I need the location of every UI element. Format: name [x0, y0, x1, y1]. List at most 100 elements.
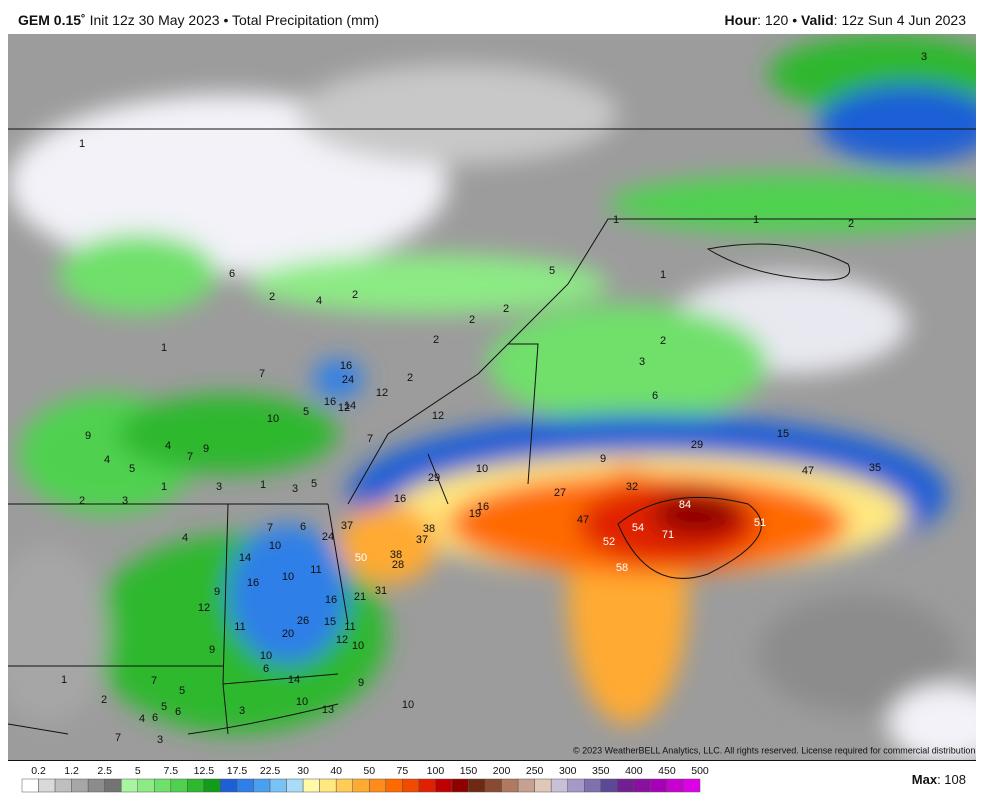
- value-label: 4: [316, 295, 322, 307]
- level-label: 40: [330, 765, 342, 777]
- color-swatch: [137, 778, 155, 793]
- value-label: 5: [549, 265, 555, 277]
- value-label: 6: [300, 521, 306, 533]
- value-label: 71: [662, 529, 674, 541]
- level-label: 17.5: [227, 765, 248, 777]
- color-swatch: [154, 778, 172, 793]
- value-label: 31: [375, 585, 387, 597]
- value-label: 10: [282, 571, 294, 583]
- value-label: 6: [152, 712, 158, 724]
- value-label: 5: [311, 478, 317, 490]
- color-swatch: [683, 778, 701, 793]
- value-label: 9: [203, 443, 209, 455]
- value-label: 6: [652, 390, 658, 402]
- value-label: 12: [336, 634, 348, 646]
- color-bar: [21, 778, 701, 793]
- color-swatch: [335, 778, 353, 793]
- color-swatch: [583, 778, 602, 793]
- color-swatch: [650, 778, 668, 793]
- value-label: 10: [269, 540, 281, 552]
- color-swatch: [435, 778, 453, 793]
- value-label: 14: [288, 674, 300, 686]
- value-label: 1: [260, 479, 266, 491]
- value-label: 3: [239, 705, 245, 717]
- value-label: 3: [216, 481, 222, 493]
- color-swatch: [104, 778, 122, 793]
- max-value: : 108: [937, 772, 966, 787]
- value-label: 37: [416, 534, 428, 546]
- value-label: 29: [428, 472, 440, 484]
- boundaries: [8, 128, 976, 735]
- value-label: 9: [358, 677, 364, 689]
- value-label: 10: [352, 640, 364, 652]
- color-swatch: [666, 778, 684, 793]
- model: GEM 0.15˚: [18, 12, 86, 28]
- value-label: 7: [187, 451, 193, 463]
- value-label: 32: [626, 481, 638, 493]
- color-swatch: [550, 778, 568, 793]
- value-label: 54: [632, 522, 644, 534]
- value-label: 35: [869, 462, 881, 474]
- value-label: 47: [802, 465, 814, 477]
- value-label: 3: [639, 356, 645, 368]
- value-label: 10: [476, 463, 488, 475]
- copyright: © 2023 WeatherBELL Analytics, LLC. All r…: [573, 745, 976, 755]
- divider: [8, 760, 976, 761]
- color-swatch: [38, 778, 56, 793]
- value-label: 10: [402, 699, 414, 711]
- value-label: 2: [352, 289, 358, 301]
- color-swatch: [87, 778, 105, 793]
- valid-label: Valid: [800, 12, 834, 28]
- color-swatch: [418, 778, 436, 793]
- value-label: 2: [848, 218, 854, 230]
- value-label: 7: [259, 368, 265, 380]
- level-label: 75: [396, 765, 408, 777]
- level-label: 1.2: [64, 765, 79, 777]
- color-swatch: [120, 778, 139, 793]
- value-label: 47: [577, 514, 589, 526]
- color-swatch: [402, 778, 420, 793]
- level-label: 30: [297, 765, 309, 777]
- value-label: 1: [660, 269, 666, 281]
- value-label: 12: [338, 402, 350, 414]
- level-label: 500: [691, 765, 709, 777]
- value-label: 16: [324, 396, 336, 408]
- valid-value: : 12z Sun 4 Jun 2023: [833, 12, 966, 28]
- color-swatch: [21, 778, 39, 793]
- color-swatch: [501, 778, 519, 793]
- value-label: 1: [161, 342, 167, 354]
- value-label: 7: [267, 522, 273, 534]
- value-label: 3: [122, 495, 128, 507]
- value-label: 6: [263, 663, 269, 675]
- value-label: 14: [344, 400, 356, 412]
- value-label: 16: [394, 493, 406, 505]
- value-label: 2: [433, 334, 439, 346]
- value-label: 10: [296, 696, 308, 708]
- color-swatch: [286, 778, 304, 793]
- level-label: 2.5: [97, 765, 112, 777]
- value-label: 5: [179, 685, 185, 697]
- value-label: 52: [603, 536, 615, 548]
- value-label: 4: [165, 440, 171, 452]
- value-label: 5: [129, 463, 135, 475]
- value-label: 15: [324, 616, 336, 628]
- hour-value: : 120: [757, 12, 789, 28]
- init: Init 12z 30 May 2023: [89, 12, 220, 28]
- level-label: 450: [658, 765, 676, 777]
- value-label: 9: [209, 644, 215, 656]
- level-label: 350: [592, 765, 610, 777]
- value-label: 1: [61, 674, 67, 686]
- value-label: 12: [432, 410, 444, 422]
- color-swatch: [236, 778, 254, 793]
- value-label: 5: [303, 406, 309, 418]
- color-swatch: [220, 778, 238, 793]
- level-label: 50: [363, 765, 375, 777]
- color-swatch: [633, 778, 651, 793]
- color-swatch: [468, 778, 486, 793]
- value-label: 12: [376, 387, 388, 399]
- value-label: 2: [503, 303, 509, 315]
- color-swatch: [187, 778, 205, 793]
- level-label: 200: [493, 765, 511, 777]
- color-swatch: [71, 778, 89, 793]
